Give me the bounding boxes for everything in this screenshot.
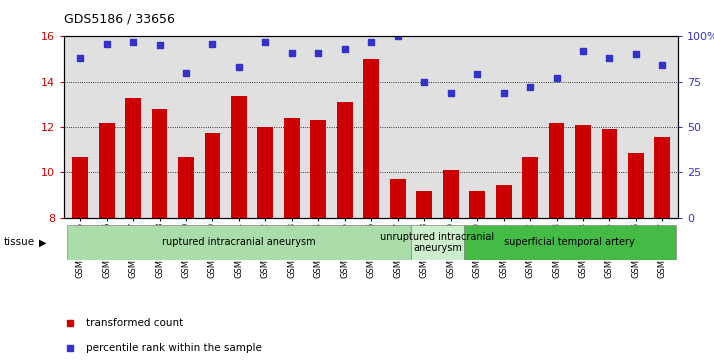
- Bar: [496, 185, 511, 218]
- Bar: [655, 137, 670, 218]
- Point: [207, 41, 218, 46]
- Bar: [178, 156, 194, 218]
- Bar: [72, 156, 88, 218]
- Text: ▶: ▶: [39, 237, 47, 248]
- Bar: [258, 127, 273, 218]
- Point: [392, 33, 403, 39]
- Point: [74, 55, 86, 61]
- Point: [524, 84, 536, 90]
- Text: unruptured intracranial
aneurysm: unruptured intracranial aneurysm: [381, 232, 495, 253]
- Point: [181, 70, 192, 76]
- Bar: [363, 59, 379, 218]
- Bar: [443, 170, 458, 218]
- Bar: [204, 133, 221, 218]
- Point: [630, 52, 642, 57]
- Point: [550, 75, 562, 81]
- Bar: [548, 123, 565, 218]
- Text: GDS5186 / 33656: GDS5186 / 33656: [64, 12, 175, 25]
- Bar: [99, 123, 114, 218]
- Bar: [601, 129, 618, 218]
- Bar: [151, 109, 168, 218]
- Bar: [628, 153, 644, 218]
- Text: superficial temporal artery: superficial temporal artery: [504, 237, 635, 247]
- Point: [233, 64, 245, 70]
- Bar: [67, 225, 411, 260]
- Point: [445, 90, 456, 95]
- Bar: [390, 179, 406, 218]
- Point: [366, 39, 377, 45]
- Bar: [464, 225, 675, 260]
- Bar: [522, 156, 538, 218]
- Bar: [337, 102, 353, 218]
- Point: [127, 39, 139, 45]
- Point: [498, 90, 509, 95]
- Bar: [469, 191, 485, 218]
- Bar: [125, 98, 141, 218]
- Point: [101, 41, 112, 46]
- Point: [578, 48, 589, 54]
- Bar: [284, 118, 300, 218]
- Point: [604, 55, 615, 61]
- Point: [286, 50, 298, 56]
- Text: percentile rank within the sample: percentile rank within the sample: [86, 343, 261, 353]
- Bar: [575, 125, 591, 218]
- Point: [65, 345, 76, 351]
- Point: [313, 50, 324, 56]
- Point: [418, 79, 430, 85]
- Bar: [231, 97, 247, 218]
- Point: [471, 72, 483, 77]
- Point: [339, 46, 351, 52]
- Text: ruptured intracranial aneurysm: ruptured intracranial aneurysm: [162, 237, 316, 247]
- Point: [260, 39, 271, 45]
- Point: [657, 62, 668, 68]
- Text: tissue: tissue: [4, 237, 35, 248]
- Point: [154, 42, 165, 48]
- Text: transformed count: transformed count: [86, 318, 183, 328]
- Bar: [311, 120, 326, 218]
- Point: [65, 320, 76, 326]
- Bar: [411, 225, 464, 260]
- Bar: [416, 191, 432, 218]
